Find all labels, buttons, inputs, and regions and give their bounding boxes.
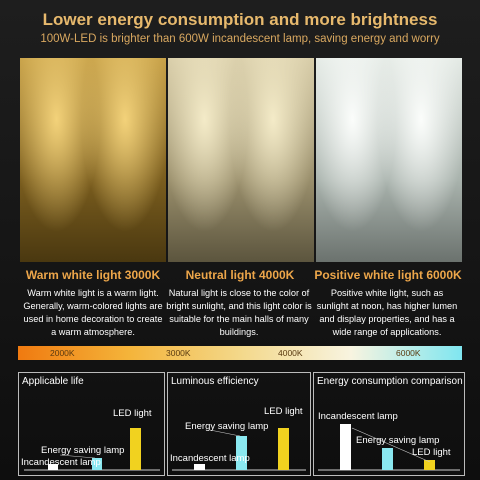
chart-label: Incandescent lamp <box>318 411 398 422</box>
warm-photo <box>20 58 166 262</box>
chart-box: Energy consumption comparison Incandesce… <box>313 372 465 476</box>
title: Lower energy consumption and more bright… <box>42 10 438 29</box>
chart-title: Luminous efficiency <box>171 376 259 387</box>
chart-label: LED light <box>264 406 303 417</box>
chart-label: Incandescent lamp <box>21 457 101 468</box>
chart-1-shapes <box>24 428 160 471</box>
panel-heading: Warm white light 3000K <box>25 268 161 282</box>
chart-label: Incandescent lamp <box>170 453 250 464</box>
panel-heading: Neutral light 4000K <box>185 268 295 282</box>
scale-label: 4000K <box>278 348 303 358</box>
chart-label: LED light <box>412 447 451 458</box>
scale-label: 3000K <box>166 348 191 358</box>
chart-title: Energy consumption comparison <box>317 376 463 387</box>
subtitle: 100W-LED is brighter than 600W incandesc… <box>40 33 440 45</box>
scale-label: 2000K <box>50 348 75 358</box>
chart-box: Luminous efficiency LED light Energy sav… <box>167 372 311 476</box>
color-temperature-bar <box>18 346 462 360</box>
panel-description: Positive white light, such as sunlight a… <box>316 288 458 337</box>
chart-box: Applicable life LED light Energy saving … <box>18 372 165 476</box>
panel-heading: Positive white light 6000K <box>314 268 462 282</box>
cool-photo <box>316 58 462 262</box>
chart-3-shapes <box>318 424 460 471</box>
chart-label: Energy saving lamp <box>41 445 125 456</box>
panel-description: Natural light is close to the color of b… <box>166 288 312 337</box>
chart-2-shapes <box>172 428 306 471</box>
chart-label: LED light <box>113 408 152 419</box>
panel-description: Warm white light is a warm light. Genera… <box>23 288 163 337</box>
neutral-photo <box>168 58 314 262</box>
scale-label: 6000K <box>396 348 421 358</box>
chart-label: Energy saving lamp <box>185 421 269 432</box>
chart-label: Energy saving lamp <box>356 435 440 446</box>
chart-title: Applicable life <box>22 376 84 387</box>
